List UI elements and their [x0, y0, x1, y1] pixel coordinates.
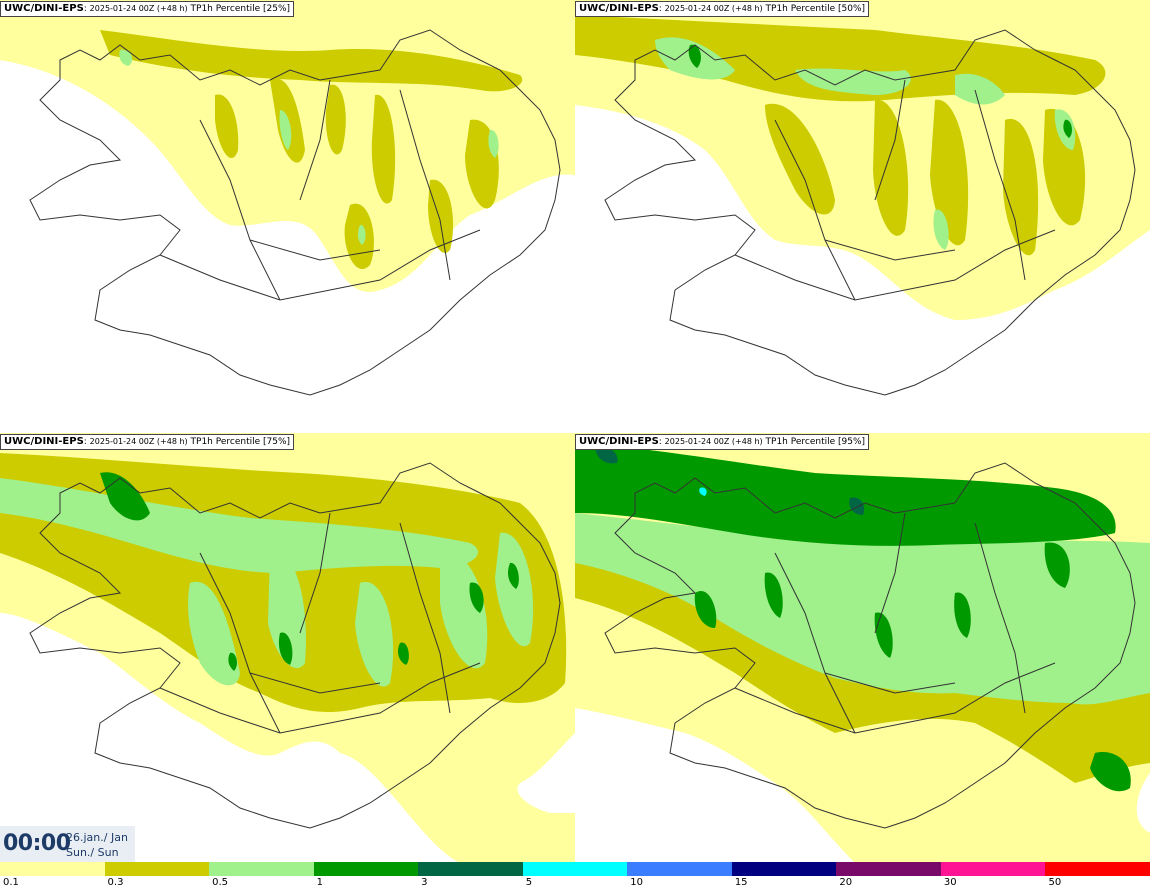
legend-tick-label: 20 [839, 877, 853, 888]
precip-map-p25 [0, 0, 575, 396]
coastline [29, 462, 561, 829]
run-time: 2025-01-24 00Z (+48 h) [89, 437, 188, 446]
model-name: UWC/DINI-EPS [4, 3, 84, 14]
legend-tick-label: 5 [525, 877, 533, 888]
map-panel-p25: UWC/DINI-EPS: 2025-01-24 00Z (+48 h) TP1… [0, 0, 575, 430]
legend-tick-label: 50 [1048, 877, 1062, 888]
product-name: TP1h Percentile [75%] [190, 437, 291, 447]
precip-field [575, 0, 1150, 320]
product-name: TP1h Percentile [50%] [765, 4, 866, 14]
legend-swatch [627, 862, 733, 876]
model-name: UWC/DINI-EPS [579, 436, 659, 447]
product-name: TP1h Percentile [25%] [190, 4, 291, 14]
legend-swatch [731, 862, 837, 876]
legend-tick-label: 10 [630, 877, 643, 888]
legend-swatch [104, 862, 210, 876]
legend-swatch [522, 862, 628, 876]
precip-field [575, 433, 1150, 863]
panel-title: UWC/DINI-EPS: 2025-01-24 00Z (+48 h) TP1… [575, 434, 870, 450]
coastline [604, 462, 1136, 829]
panel-title: UWC/DINI-EPS: 2025-01-24 00Z (+48 h) TP1… [575, 1, 870, 17]
legend-tick-label: 1 [316, 877, 323, 888]
legend-tick-label: 0.5 [212, 877, 228, 888]
map-panel-p95: UWC/DINI-EPS: 2025-01-24 00Z (+48 h) TP1… [575, 433, 1150, 863]
valid-weekday: Sun./ Sun [66, 846, 119, 859]
legend-swatch [209, 862, 315, 876]
panel-title: UWC/DINI-EPS: 2025-01-24 00Z (+48 h) TP1… [0, 1, 295, 17]
precip-field [0, 0, 575, 292]
legend-tick-label: 0.1 [3, 877, 19, 888]
precip-map-p75 [0, 433, 575, 863]
product-name: TP1h Percentile [95%] [765, 437, 866, 447]
legend-swatch [418, 862, 524, 876]
legend-tick-label: 0.3 [107, 877, 124, 888]
legend-swatch [836, 862, 942, 876]
coastline [29, 29, 561, 396]
legend-tick-label: 15 [734, 877, 748, 888]
run-time: 2025-01-24 00Z (+48 h) [664, 437, 763, 446]
precip-field [0, 433, 575, 863]
legend-swatch [1045, 862, 1150, 876]
legend-swatch [313, 862, 419, 876]
run-time: 2025-01-24 00Z (+48 h) [89, 4, 188, 13]
legend-tick-label: 3 [421, 877, 428, 888]
valid-time-box: 00:00 26.jan./ Jan Sun./ Sun [0, 826, 135, 862]
valid-time: 00:00 [3, 831, 71, 856]
map-panel-p75: UWC/DINI-EPS: 2025-01-24 00Z (+48 h) TP1… [0, 433, 575, 863]
model-name: UWC/DINI-EPS [4, 436, 84, 447]
legend-swatch [940, 862, 1046, 876]
precip-map-p50 [575, 0, 1150, 396]
panel-title: UWC/DINI-EPS: 2025-01-24 00Z (+48 h) TP1… [0, 434, 295, 450]
legend-swatch [0, 862, 106, 876]
coastline [604, 29, 1136, 396]
run-time: 2025-01-24 00Z (+48 h) [664, 4, 763, 13]
map-panel-p50: UWC/DINI-EPS: 2025-01-24 00Z (+48 h) TP1… [575, 0, 1150, 430]
color-legend: 0.1 0.3 0.5 1 3 5 10 15 20 30 50 [0, 862, 1150, 891]
precip-map-p95 [575, 433, 1150, 863]
legend-tick-label: 30 [943, 877, 957, 888]
model-name: UWC/DINI-EPS [579, 3, 659, 14]
valid-date: 26.jan./ Jan [66, 831, 128, 844]
